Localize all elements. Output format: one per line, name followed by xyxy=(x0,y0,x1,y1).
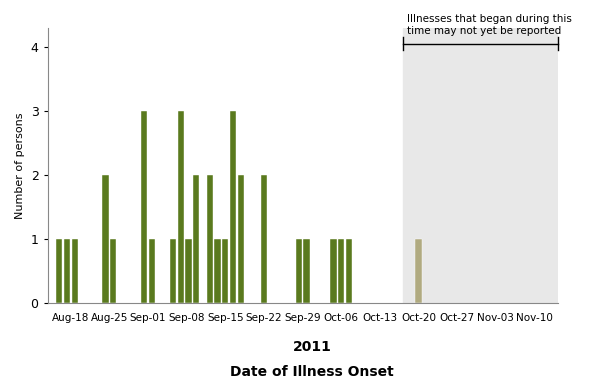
Bar xyxy=(230,111,236,303)
Text: 2011: 2011 xyxy=(293,340,331,354)
Bar xyxy=(141,111,147,303)
Bar xyxy=(331,239,337,303)
Bar xyxy=(415,239,422,303)
Bar xyxy=(71,239,78,303)
Bar xyxy=(403,28,557,303)
Bar xyxy=(238,175,244,303)
Text: Date of Illness Onset: Date of Illness Onset xyxy=(230,365,394,379)
Bar xyxy=(214,239,221,303)
Bar xyxy=(185,239,191,303)
Y-axis label: Number of persons: Number of persons xyxy=(15,112,25,218)
Bar xyxy=(296,239,302,303)
Bar xyxy=(56,239,62,303)
Bar xyxy=(222,239,229,303)
Bar xyxy=(207,175,213,303)
Bar xyxy=(110,239,116,303)
Bar xyxy=(178,111,184,303)
Text: Illnesses that began during this
time may not yet be reported: Illnesses that began during this time ma… xyxy=(407,14,572,36)
Bar xyxy=(304,239,310,303)
Bar xyxy=(338,239,344,303)
Bar xyxy=(261,175,267,303)
Bar xyxy=(193,175,199,303)
Bar xyxy=(149,239,155,303)
Bar xyxy=(64,239,70,303)
Bar xyxy=(346,239,352,303)
Bar xyxy=(103,175,109,303)
Bar xyxy=(170,239,176,303)
